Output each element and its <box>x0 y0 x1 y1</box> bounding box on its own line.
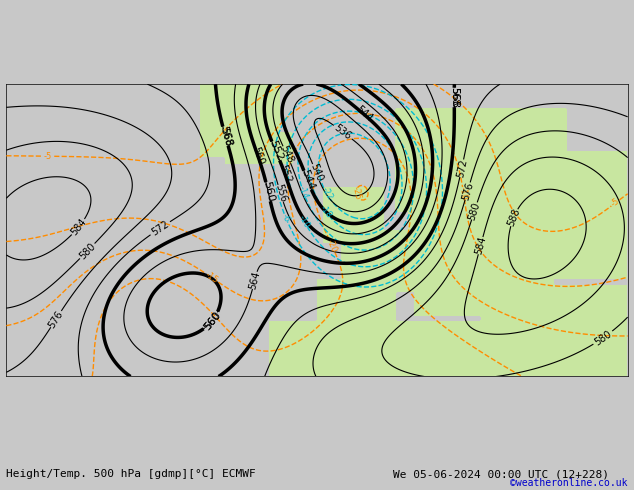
Text: ©weatheronline.co.uk: ©weatheronline.co.uk <box>510 478 628 488</box>
Text: 564: 564 <box>247 270 262 291</box>
Text: 584: 584 <box>69 217 88 237</box>
Text: 580: 580 <box>77 241 98 261</box>
Text: 580: 580 <box>467 200 482 221</box>
Text: -10: -10 <box>458 186 469 200</box>
Text: 584: 584 <box>474 235 488 256</box>
Text: 560: 560 <box>250 145 266 166</box>
Text: -18: -18 <box>318 204 334 220</box>
Text: 548: 548 <box>278 144 295 165</box>
Text: 552: 552 <box>277 163 293 184</box>
Text: 544: 544 <box>354 104 374 124</box>
Text: 588: 588 <box>505 207 522 228</box>
Text: 568: 568 <box>450 87 459 105</box>
Text: -14: -14 <box>297 184 310 200</box>
Text: -20: -20 <box>325 238 339 254</box>
Text: 536: 536 <box>332 122 353 142</box>
Text: 568: 568 <box>217 124 233 147</box>
Text: Height/Temp. 500 hPa [gdmp][°C] ECMWF: Height/Temp. 500 hPa [gdmp][°C] ECMWF <box>6 469 256 479</box>
Text: 560: 560 <box>202 310 222 331</box>
Text: We 05-06-2024 00:00 UTC (12+228): We 05-06-2024 00:00 UTC (12+228) <box>393 469 609 479</box>
Text: -10: -10 <box>297 214 311 230</box>
Text: -5: -5 <box>609 197 621 209</box>
Text: -5: -5 <box>44 151 52 161</box>
Text: 556: 556 <box>273 183 288 204</box>
Text: 560: 560 <box>261 180 275 203</box>
Text: -25: -25 <box>351 186 362 201</box>
Text: 572: 572 <box>150 219 171 238</box>
Text: -22: -22 <box>320 186 334 202</box>
Text: 560: 560 <box>202 309 223 332</box>
Text: 544: 544 <box>299 169 316 192</box>
Text: 576: 576 <box>460 181 475 201</box>
Text: 572: 572 <box>455 158 469 178</box>
Text: 568: 568 <box>450 87 459 108</box>
Text: 568: 568 <box>219 127 233 148</box>
Text: 540: 540 <box>308 162 324 183</box>
Text: 580: 580 <box>593 328 614 347</box>
Text: 576: 576 <box>47 309 65 330</box>
Text: 552: 552 <box>267 139 285 163</box>
Text: -15: -15 <box>204 270 220 285</box>
Text: -6: -6 <box>280 212 292 223</box>
